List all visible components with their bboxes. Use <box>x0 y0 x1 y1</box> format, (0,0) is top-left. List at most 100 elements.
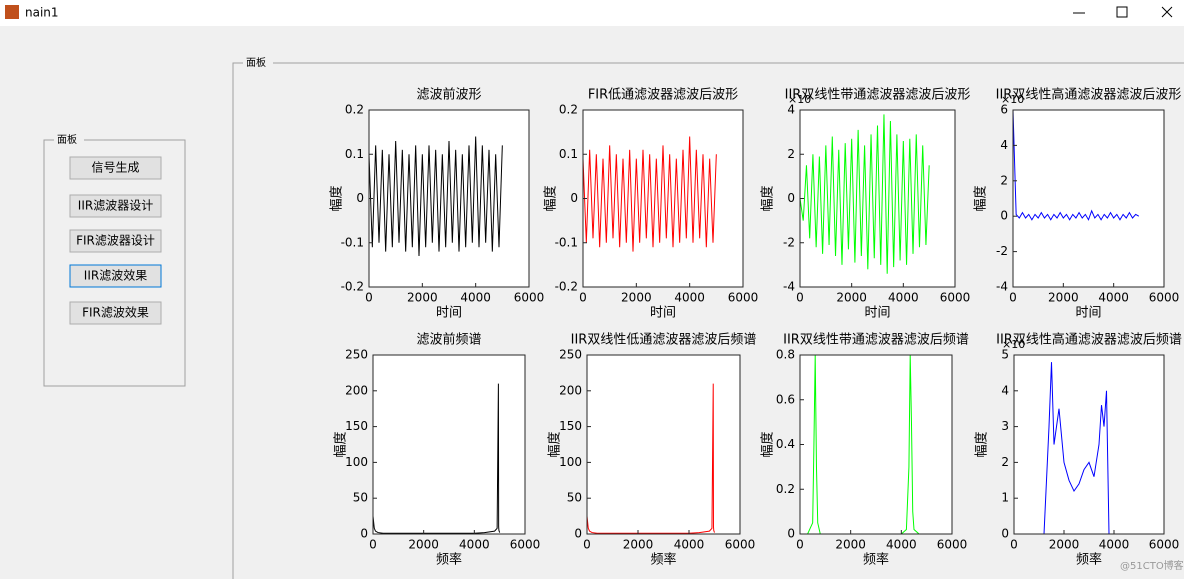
y-tick-label: 0 <box>1001 527 1009 541</box>
y-axis-label: 幅度 <box>760 185 776 211</box>
y-axis-label: 幅度 <box>547 431 563 457</box>
y-tick-label: 2 <box>1001 455 1009 469</box>
axes <box>800 355 952 534</box>
chart-title: IIR双线性低通滤波器滤波后频谱 <box>571 333 757 348</box>
button-face[interactable] <box>69 156 162 180</box>
left-panel <box>43 139 186 387</box>
close[interactable] <box>1161 6 1173 18</box>
chart-title: 滤波前频谱 <box>416 332 481 348</box>
button-face[interactable] <box>69 264 162 288</box>
y-tick-label: 0.2 <box>559 103 578 117</box>
y-tick-label: 250 <box>345 348 368 362</box>
chart-title: IIR双线性带通滤波器滤波后频谱 <box>783 333 969 348</box>
y-tick-label: 0 <box>570 191 578 205</box>
x-tick-label: 4000 <box>460 291 491 305</box>
axes <box>373 355 525 534</box>
y-tick-label: 250 <box>559 348 582 362</box>
signal-line <box>799 114 930 274</box>
x-tick-label: 6000 <box>510 538 541 552</box>
x-tick-label: 2000 <box>835 538 866 552</box>
x-tick-label: 4000 <box>886 538 917 552</box>
window-title: nain1 <box>25 6 59 20</box>
y-tick-label: -0.1 <box>341 235 364 249</box>
x-axis-label: 时间 <box>650 306 676 321</box>
button-face[interactable] <box>69 194 162 218</box>
button-label[interactable]: 信号生成 <box>91 161 139 175</box>
x-tick-label: 0 <box>796 291 804 305</box>
chart-title: IIR双线性高通滤波器滤波后波形 <box>996 87 1182 103</box>
x-axis-label: 频率 <box>650 552 676 568</box>
button-face[interactable] <box>69 301 162 325</box>
x-axis-label: 频率 <box>863 552 889 568</box>
x-tick-label: 6000 <box>940 291 971 305</box>
axes <box>369 110 529 287</box>
y-tick-label: 1 <box>1001 491 1009 505</box>
button[interactable]: IIR滤波器设计 <box>69 194 162 218</box>
panel-title: 面板 <box>246 56 266 69</box>
axes <box>1013 110 1164 287</box>
y-tick-label: 2 <box>1000 173 1008 187</box>
y-tick-label: 0.1 <box>559 147 578 161</box>
y-tick-label: 200 <box>345 383 368 397</box>
y-axis-label: 幅度 <box>329 185 345 211</box>
y-tick-label: 0 <box>360 527 368 541</box>
x-tick-label: 0 <box>365 291 373 305</box>
y-tick-label: 0 <box>787 191 795 205</box>
x-tick-label: 0 <box>369 538 377 552</box>
x-tick-label: 6000 <box>1149 291 1180 305</box>
axes-frame <box>1013 354 1165 535</box>
button-label[interactable]: FIR滤波效果 <box>82 305 149 320</box>
y-tick-label: 5 <box>1001 348 1009 362</box>
y-tick-label: 150 <box>559 419 582 433</box>
x-tick-label: 0 <box>579 291 587 305</box>
x-tick-label: 6000 <box>728 291 759 305</box>
button[interactable]: IIR滤波效果 <box>69 264 162 288</box>
signal-line <box>372 383 501 534</box>
x-tick-label: 4000 <box>1099 538 1130 552</box>
y-tick-label: -0.2 <box>341 280 364 294</box>
y-axis-label: 幅度 <box>333 431 349 457</box>
x-tick-label: 2000 <box>407 291 438 305</box>
y-tick-label: 0 <box>356 191 364 205</box>
y-exponent: ×10 <box>788 93 811 106</box>
button[interactable]: FIR滤波效果 <box>69 301 162 325</box>
axes-frame <box>372 354 526 535</box>
x-axis-label: 时间 <box>436 306 462 321</box>
x-tick-label: 2000 <box>623 538 654 552</box>
x-tick-label: 6000 <box>937 538 968 552</box>
x-tick-label: 6000 <box>1149 538 1180 552</box>
axes <box>1014 355 1164 534</box>
signal-line <box>586 383 715 534</box>
button[interactable]: FIR滤波器设计 <box>69 229 162 253</box>
button-label[interactable]: IIR滤波器设计 <box>78 199 153 213</box>
y-axis-label: 幅度 <box>760 431 776 457</box>
x-tick-label: 2000 <box>1049 538 1080 552</box>
x-tick-label: 2000 <box>408 538 439 552</box>
button-label[interactable]: FIR滤波器设计 <box>76 234 155 248</box>
x-tick-label: 4000 <box>1098 291 1129 305</box>
y-tick-label: 0.1 <box>345 147 364 161</box>
y-tick-label: 3 <box>1001 419 1009 433</box>
axes <box>583 110 743 287</box>
button-label[interactable]: IIR滤波效果 <box>84 268 147 283</box>
x-tick-label: 0 <box>796 538 804 552</box>
y-tick-label: 0 <box>787 527 795 541</box>
maximize[interactable] <box>1116 6 1128 18</box>
y-tick-label: 200 <box>559 383 582 397</box>
y-tick-label: 0.4 <box>776 437 795 451</box>
y-tick-label: 0.2 <box>776 482 795 496</box>
y-tick-label: -4 <box>783 280 795 294</box>
signal-line <box>368 136 503 257</box>
chart-title: IIR双线性高通滤波器滤波后频谱 <box>996 332 1182 348</box>
button[interactable]: 信号生成 <box>69 156 162 180</box>
y-tick-label: 150 <box>345 419 368 433</box>
x-axis-label: 频率 <box>436 552 462 568</box>
y-tick-label: 0 <box>1000 209 1008 223</box>
button-face[interactable] <box>69 229 162 253</box>
y-axis-label: 幅度 <box>973 185 989 211</box>
axes-frame <box>586 354 741 535</box>
signal-line <box>1012 109 1140 221</box>
panel-title-bg <box>243 56 273 70</box>
y-axis-label: 幅度 <box>543 185 559 211</box>
